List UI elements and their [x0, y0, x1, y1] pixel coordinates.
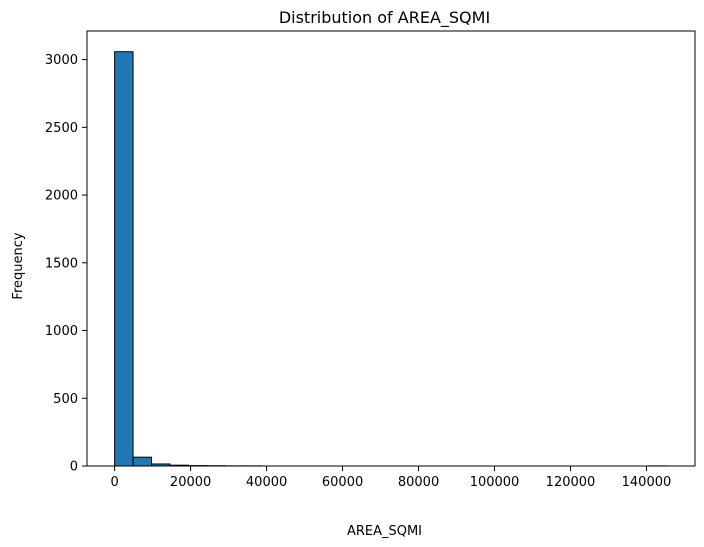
- y-tick-label: 500: [53, 392, 78, 407]
- y-tick-label: 1500: [45, 256, 78, 271]
- y-tick-label: 2500: [45, 121, 78, 136]
- x-tick-label: 80000: [398, 475, 439, 490]
- x-tick-label: 20000: [170, 475, 211, 490]
- y-tick-label: 2000: [45, 189, 78, 204]
- x-tick-label: 100000: [470, 475, 520, 490]
- x-tick-label: 60000: [322, 475, 363, 490]
- bars-group: [114, 51, 668, 467]
- y-tick-label: 1000: [45, 324, 78, 339]
- x-tick-label: 40000: [246, 475, 287, 490]
- plot-frame: [86, 30, 696, 467]
- y-axis: 0 500 1000 1500 2000 2500 3000: [45, 53, 87, 475]
- x-axis-label: AREA_SQMI: [347, 524, 422, 539]
- x-tick-label: 0: [110, 475, 118, 490]
- y-tick-label: 3000: [45, 53, 78, 68]
- histogram-bar: [132, 456, 152, 467]
- y-tick-label: 0: [70, 460, 78, 475]
- histogram-bar: [114, 51, 134, 467]
- x-axis: 0 20000 40000 60000 80000 100000 120000 140000: [110, 466, 671, 490]
- x-tick-label: 120000: [546, 475, 596, 490]
- y-axis-label: Frequency: [11, 232, 26, 299]
- chart-title: Distribution of AREA_SQMI: [279, 8, 490, 28]
- x-tick-label: 140000: [622, 475, 672, 490]
